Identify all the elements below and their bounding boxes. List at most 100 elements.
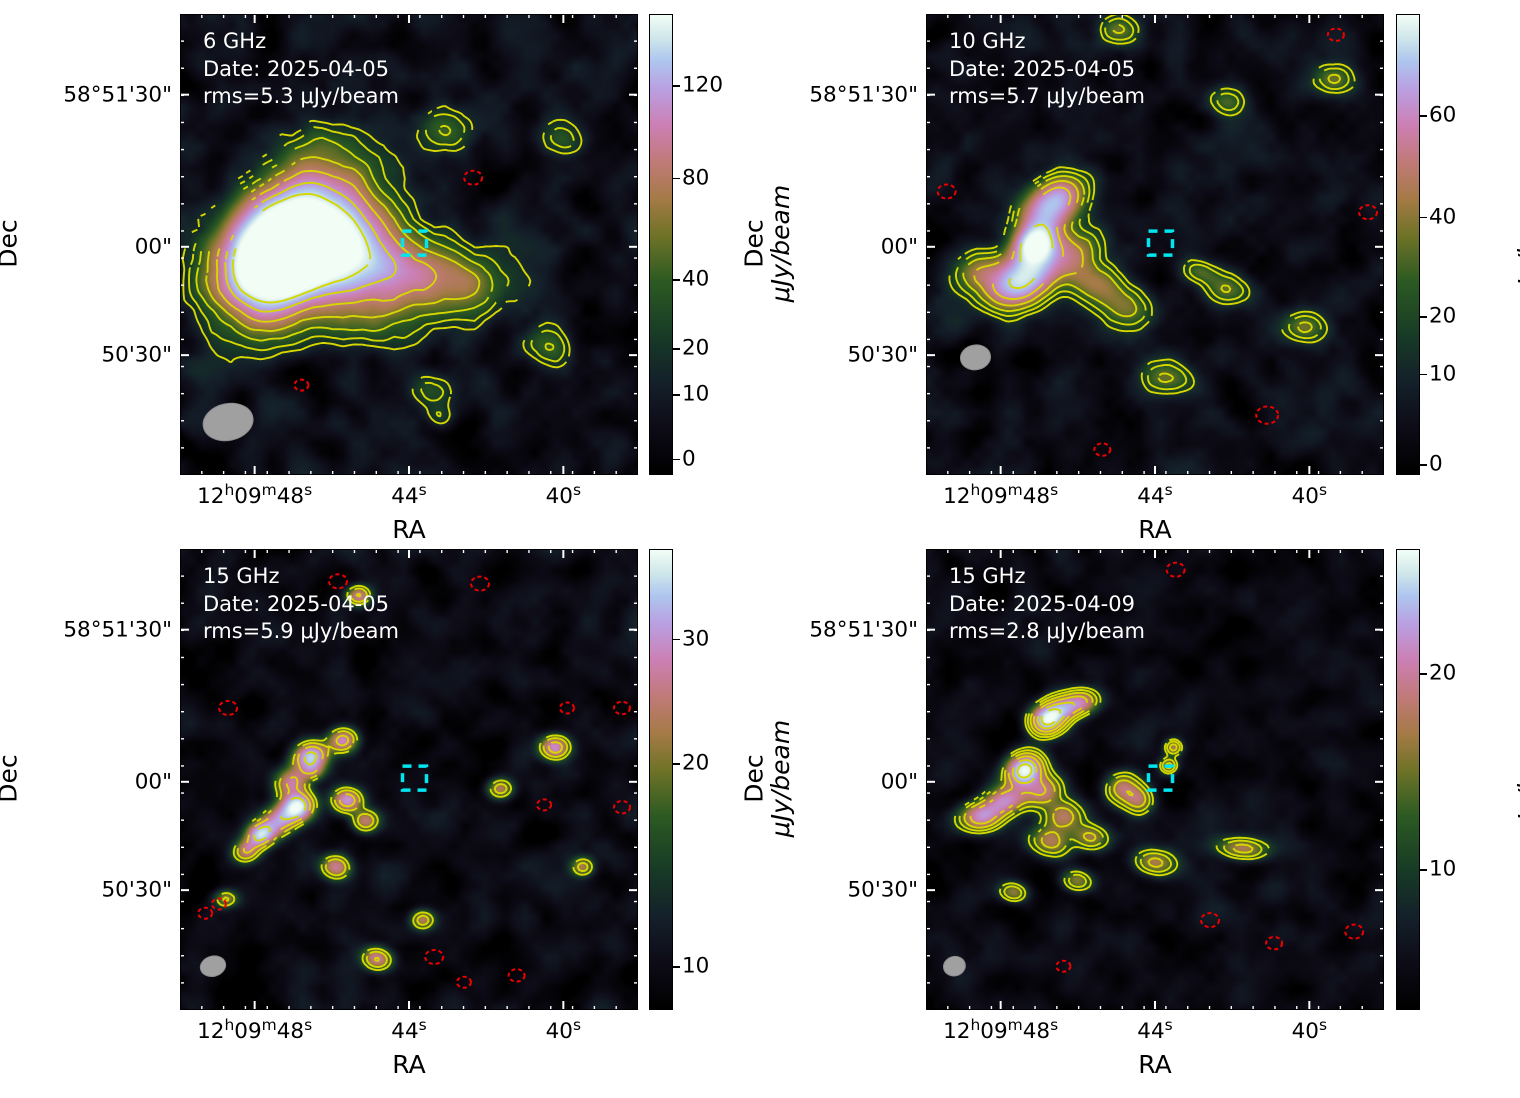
panel-15ghz-apr05-negative-contours (197, 573, 631, 989)
panel-6ghz-annotation: 6 GHz Date: 2025-04-05 rms=5.3 μJy/beam (203, 28, 399, 111)
panel-15ghz-apr05-yticklabel-1: 00" (134, 769, 172, 795)
panel-15ghz-apr09-positive-contours (953, 686, 1270, 903)
panel-10ghz-rms-label: rms=5.7 μJy/beam (949, 84, 1145, 109)
panel-15ghz-apr09-map[interactable] (926, 549, 1384, 1010)
panel-15ghz-apr05-yticklabel-2: 50'30" (101, 877, 172, 903)
panel-10ghz-cbar-tickmark-3 (1420, 216, 1427, 219)
panel-15ghz-apr05-image (180, 549, 638, 1010)
panel-15ghz-apr09-xticklabel-2: 40s (1291, 1016, 1328, 1045)
panel-6ghz-negative-contours (293, 169, 484, 392)
panel-15ghz-apr09-yticklabel-2: 50'30" (847, 877, 918, 903)
panel-6ghz-target-box[interactable] (400, 229, 429, 257)
panel-15ghz-apr05-xticklabel-0: 12h09m48s (197, 1016, 313, 1045)
panel-15ghz-apr09-beam-ellipse (942, 955, 966, 977)
panel-6ghz-cbar-ticklabel-5: 120 (682, 72, 724, 98)
panel-6ghz-yticklabel-2: 50'30" (101, 342, 172, 368)
panel-6ghz-cbar-tickmark-1 (673, 394, 680, 396)
panel-10ghz-frequency-label: 10 GHz (949, 29, 1026, 53)
panel-6ghz-cbar-tickmark-2 (673, 348, 680, 350)
panel-15ghz-apr05-beam-ellipse (199, 955, 227, 978)
panel-6ghz-cbar-tickmark-0 (673, 458, 680, 461)
panel-15ghz-apr09-frequency-label: 15 GHz (949, 564, 1026, 588)
panel-15ghz-apr05-date-label: Date: 2025-04-05 (203, 591, 389, 616)
panel-10ghz-xticklabel-0: 12h09m48s (943, 481, 1059, 510)
panel-15ghz-apr05-map[interactable] (180, 549, 638, 1010)
panel-6ghz-xticklabel-2: 40s (545, 481, 582, 510)
panel-15ghz-apr05-cbar-ticklabel-2: 30 (682, 626, 710, 652)
panel-6ghz-colorbar[interactable] (649, 14, 673, 475)
panel-15ghz-apr05-xaxis-label: RA (392, 1050, 426, 1079)
panel-10ghz-cbar-ticklabel-2: 20 (1429, 303, 1457, 329)
panel-10ghz-xticklabel-1: 44s (1137, 481, 1173, 510)
panel-6ghz-cbar-ticklabel-0: 0 (682, 446, 696, 472)
panel-6ghz-cbar-tickmark-3 (673, 279, 680, 281)
panel-10ghz-xticklabel-2: 40s (1291, 481, 1328, 510)
panel-15ghz-apr05-cbar-tickmark-1 (673, 763, 680, 765)
panel-15ghz-apr05-yticklabel-0: 58°51'30" (63, 617, 172, 643)
panel-10ghz-cbar-tickmark-0 (1420, 464, 1427, 466)
panel-15ghz-apr05-rms-label: rms=5.9 μJy/beam (203, 619, 399, 644)
panel-15ghz-apr05-xticklabel-2: 40s (545, 1016, 582, 1045)
panel-10ghz-cbar-ticklabel-0: 0 (1429, 451, 1443, 477)
panel-15ghz-apr05-cbar-ticklabel-1: 20 (682, 750, 710, 776)
panel-10ghz-xaxis-label: RA (1138, 515, 1172, 544)
panel-10ghz-date-label: Date: 2025-04-05 (949, 56, 1135, 81)
panel-15ghz-apr05-cbar-tickmark-0 (673, 966, 680, 968)
panel-15ghz-apr05-xticklabel-1: 44s (391, 1016, 427, 1045)
panel-15ghz-apr05-colorbar[interactable] (649, 549, 673, 1010)
panel-10ghz-cbar-ticklabel-3: 40 (1429, 204, 1457, 230)
panel-15ghz-apr09-xticklabel-1: 44s (1137, 1016, 1173, 1045)
panel-15ghz-apr09-colorbar[interactable] (1396, 549, 1420, 1010)
panel-6ghz-cbar-tickmark-5 (673, 85, 680, 88)
panel-10ghz-image (926, 14, 1384, 475)
panel-6ghz-image (180, 14, 638, 475)
panel-10ghz-target-box[interactable] (1146, 229, 1175, 257)
panel-15ghz-apr09-target-box[interactable] (1146, 764, 1175, 792)
panel-6ghz-xaxis-label: RA (392, 515, 426, 544)
panel-15ghz-apr09-cbar-tickmark-1 (1420, 673, 1427, 676)
panel-15ghz-apr05-positive-contours (216, 584, 593, 972)
panel-6ghz-overlay (180, 14, 638, 475)
panel-10ghz-annotation: 10 GHz Date: 2025-04-05 rms=5.7 μJy/beam (949, 28, 1145, 111)
panel-10ghz-yticklabel-0: 58°51'30" (809, 82, 918, 108)
panel-15ghz-apr09-image (926, 549, 1384, 1010)
panel-15ghz-apr05-frequency-label: 15 GHz (203, 564, 280, 588)
panel-6ghz-cbar-ticklabel-3: 40 (682, 266, 710, 292)
panel-15ghz-apr09-yticklabel-1: 00" (880, 769, 918, 795)
panel-6ghz-xticklabel-0: 12h09m48s (197, 481, 313, 510)
panel-10ghz-map[interactable] (926, 14, 1384, 475)
panel-6ghz-cbar-ticklabel-2: 20 (682, 335, 710, 361)
panel-15ghz-apr09-date-label: Date: 2025-04-09 (949, 591, 1135, 616)
panel-6ghz-yticklabel-0: 58°51'30" (63, 82, 172, 108)
panel-6ghz-beam-ellipse (202, 402, 254, 442)
panel-6ghz-map[interactable] (180, 14, 638, 475)
panel-10ghz-yticklabel-2: 50'30" (847, 342, 918, 368)
panel-15ghz-apr05-annotation: 15 GHz Date: 2025-04-05 rms=5.9 μJy/beam (203, 563, 399, 646)
panel-6ghz-frequency-label: 6 GHz (203, 29, 267, 53)
panel-10ghz-beam-ellipse (959, 344, 992, 371)
panel-15ghz-apr09-overlay (926, 549, 1384, 1010)
panel-10ghz-cbar-ticklabel-1: 10 (1429, 361, 1457, 387)
panel-6ghz-xticklabel-1: 44s (391, 481, 427, 510)
panel-15ghz-apr05-target-box[interactable] (400, 764, 429, 792)
panel-6ghz-cbar-ticklabel-1: 10 (682, 381, 710, 407)
panel-6ghz-date-label: Date: 2025-04-05 (203, 56, 389, 81)
panel-10ghz-cbar-tickmark-2 (1420, 315, 1427, 318)
panel-15ghz-apr09-rms-label: rms=2.8 μJy/beam (949, 619, 1145, 644)
panel-10ghz-cbar-ticklabel-4: 60 (1429, 102, 1457, 128)
panel-10ghz-yticklabel-1: 00" (880, 234, 918, 260)
panel-10ghz-negative-contours (936, 27, 1378, 457)
panel-10ghz-cbar-tickmark-4 (1420, 115, 1427, 117)
panel-15ghz-apr05-cbar-ticklabel-0: 10 (682, 953, 710, 979)
panel-15ghz-apr09-cbar-tickmark-0 (1420, 869, 1427, 871)
panel-6ghz-cbar-tickmark-4 (673, 177, 680, 180)
panel-15ghz-apr09-xticklabel-0: 12h09m48s (943, 1016, 1059, 1045)
panel-10ghz-positive-contours (948, 14, 1356, 395)
panel-15ghz-apr09-negative-contours (1055, 561, 1365, 973)
panel-10ghz-colorbar[interactable] (1396, 14, 1420, 475)
panel-15ghz-apr09-annotation: 15 GHz Date: 2025-04-09 rms=2.8 μJy/beam (949, 563, 1145, 646)
